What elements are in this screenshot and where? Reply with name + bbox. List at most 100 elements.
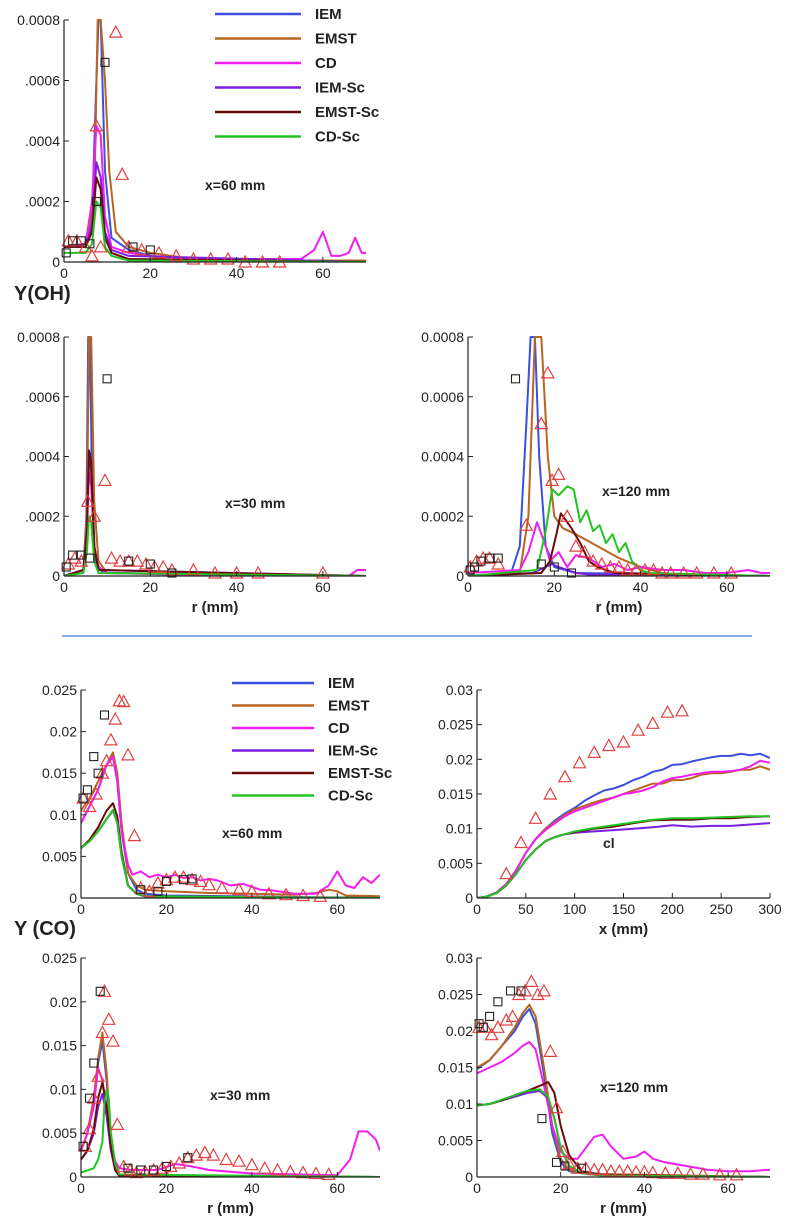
y-tick-label: 0.03 (446, 950, 473, 966)
legend-oh: IEM EMST CD IEM-Sc EMST-Sc CD-Sc (215, 6, 379, 146)
triangle-marker (499, 866, 514, 880)
square-marker (136, 1165, 146, 1175)
square-marker (89, 752, 99, 762)
panel-oh120: 0 0.0002 0.0004 0.0006 0.0008 0 20 40 60 r (mm) x=… (421, 329, 770, 616)
triangle-marker (645, 716, 660, 729)
x-tick-label: 40 (244, 901, 260, 917)
triangle-marker (121, 553, 136, 567)
triangle-marker (663, 565, 678, 579)
square-marker (493, 553, 503, 563)
triangle-marker (84, 248, 100, 262)
x-tick-label: 20 (553, 1180, 569, 1196)
triangle-marker (176, 869, 191, 883)
series-cd-sc-line (64, 515, 366, 576)
triangle-marker (524, 974, 539, 987)
triangle-marker (189, 1147, 204, 1161)
square-marker (82, 785, 92, 795)
x-tick-label: 0 (60, 579, 68, 595)
triangle-marker (646, 562, 661, 576)
panel-annotation: x=60 mm (205, 177, 265, 193)
x-tick-label: 300 (758, 901, 782, 917)
square-marker (167, 568, 177, 578)
triangle-marker (82, 799, 97, 813)
square-marker (84, 1093, 95, 1103)
triangle-marker (261, 886, 276, 900)
x-tick-label: 20 (142, 579, 158, 595)
triangle-marker (695, 1166, 711, 1180)
y-tick-label: 0.02 (50, 994, 77, 1010)
square-marker (187, 874, 197, 884)
triangle-marker (69, 233, 84, 247)
triangle-marker (121, 239, 136, 253)
triangle-marker (78, 1139, 93, 1152)
triangle-marker (110, 1117, 125, 1130)
triangle-marker (116, 694, 131, 708)
triangle-marker (115, 167, 130, 180)
triangle-marker (88, 786, 104, 800)
legend-label: EMST-Sc (315, 104, 379, 121)
series-emst-sc-line (64, 176, 366, 262)
series-iem-line (468, 336, 770, 576)
triangle-marker (207, 565, 223, 579)
x-tick-label: 40 (244, 1180, 260, 1196)
legend-item: CD-Sc (215, 129, 360, 146)
square-marker (76, 236, 86, 246)
square-marker (178, 875, 189, 885)
panel-cl: 0 0.005 0.01 0.015 0.02 0.025 0.03 0 50 100 150 200… (438, 682, 782, 938)
legend-label: CD (328, 720, 350, 737)
y-tick-label: 0 (69, 1169, 77, 1185)
legend-label: CD-Sc (328, 788, 373, 805)
triangle-marker (120, 747, 136, 761)
square-marker (476, 556, 486, 566)
panel-oh30: 0 .0002 .0004 .0006 0.0008 0 20 40 60 r (mm) x=30 … (17, 329, 366, 616)
square-marker (183, 1153, 193, 1163)
series-iem-sc-line (64, 455, 366, 576)
x-tick-label: 60 (719, 579, 735, 595)
triangle-marker (130, 553, 145, 567)
triangle-marker (549, 1100, 564, 1114)
triangle-marker (511, 987, 526, 1001)
panel-annotation: x=120 mm (602, 483, 670, 499)
y-tick-label: 0.01 (446, 821, 473, 837)
triangle-marker (87, 509, 102, 522)
y-tick-label: 0 (69, 890, 77, 906)
series-emst-line (81, 1031, 380, 1177)
triangle-marker (197, 1145, 212, 1159)
series-emst-sc-line (81, 1081, 380, 1177)
triangle-marker (86, 1090, 101, 1104)
series-iem-line (64, 336, 366, 576)
square-marker (124, 556, 134, 566)
square-marker (560, 1161, 570, 1171)
square-marker (91, 196, 101, 207)
triangle-marker (490, 1020, 505, 1033)
triangle-marker (78, 239, 93, 253)
square-marker (153, 886, 163, 896)
x-tick-label: 60 (720, 1180, 736, 1196)
y-tick-label: 0.005 (438, 1133, 473, 1149)
triangle-marker (219, 1152, 234, 1166)
y-tick-label: 0.005 (42, 1125, 77, 1141)
y-tick-label: 0.0008 (421, 329, 464, 345)
y-tick-label: 0.03 (446, 682, 473, 698)
triangle-marker (270, 1162, 285, 1176)
series-iem-line (81, 1040, 380, 1177)
triangle-marker (113, 553, 128, 567)
y-tick-label: .0002 (25, 508, 60, 524)
triangle-marker (683, 1166, 698, 1180)
triangle-marker (169, 248, 184, 262)
triangle-marker (108, 711, 123, 725)
x-tick-label: 0 (473, 901, 481, 917)
triangle-marker (202, 877, 217, 891)
y-tick-label: 0.02 (446, 751, 473, 767)
triangle-marker (127, 828, 142, 842)
triangle-marker (231, 1153, 247, 1167)
square-marker (78, 1141, 88, 1151)
square-marker (161, 876, 171, 886)
square-marker (536, 559, 546, 569)
legend-item: EMST (232, 698, 370, 715)
triangle-marker (229, 565, 244, 579)
triangle-marker (61, 233, 76, 247)
series-cd-sc-line (81, 1088, 380, 1177)
triangle-marker (629, 562, 644, 576)
y-tick-label: 0.025 (42, 950, 77, 966)
